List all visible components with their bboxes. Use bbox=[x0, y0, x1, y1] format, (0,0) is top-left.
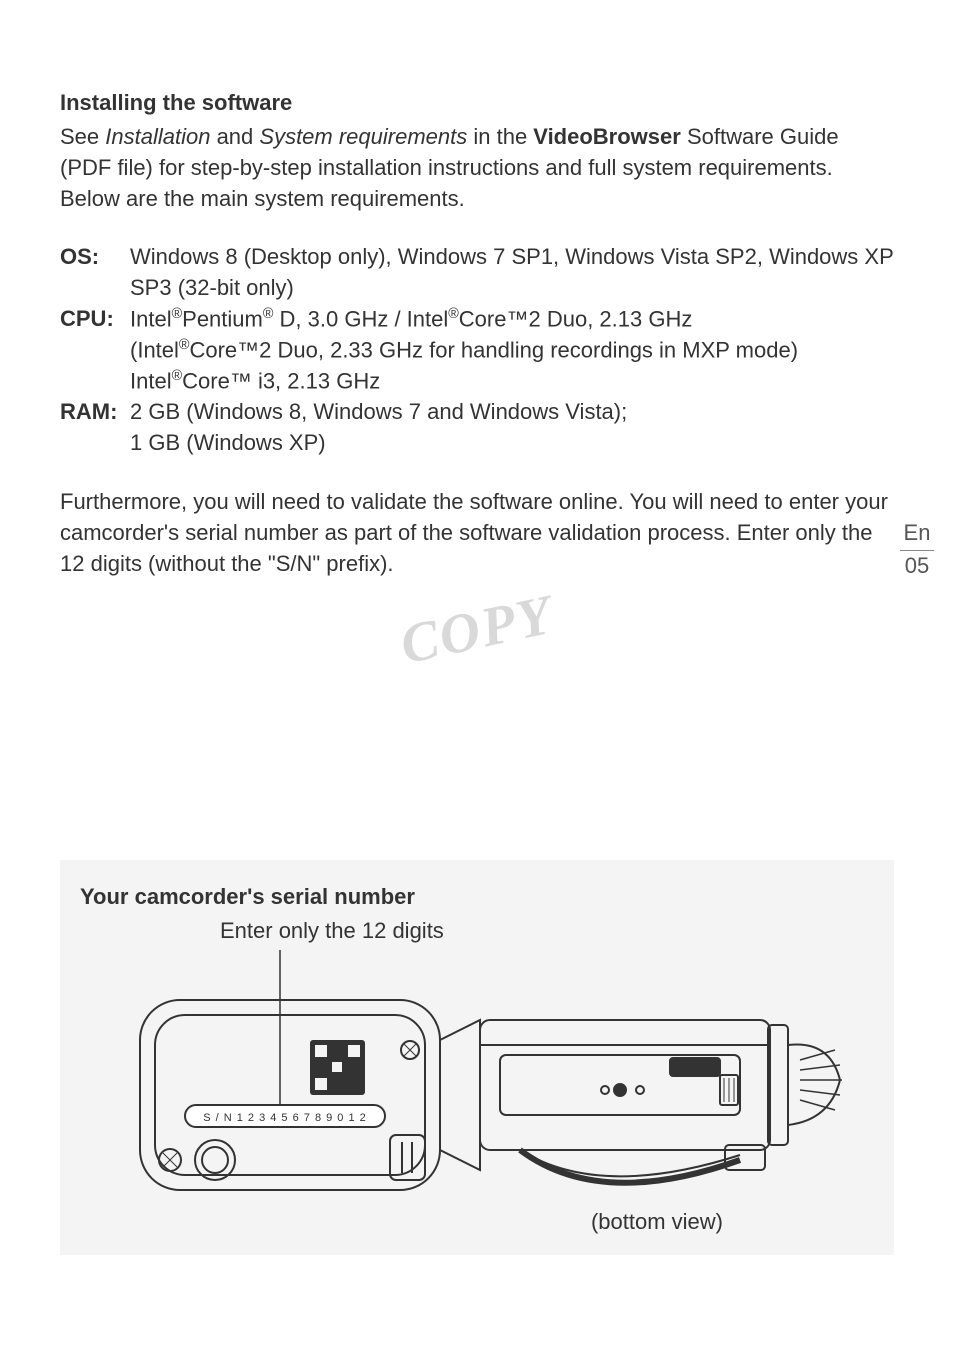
cpu-l3b: Core™ i3, 2.13 GHz bbox=[182, 369, 380, 394]
section-heading: Installing the software bbox=[60, 90, 894, 116]
cpu-l1c: D, 3.0 GHz / Intel bbox=[273, 306, 448, 331]
spec-os-value: Windows 8 (Desktop only), Windows 7 SP1,… bbox=[130, 242, 894, 304]
cpu-l1d: Core™2 Duo, 2.13 GHz bbox=[459, 306, 693, 331]
serial-number-figure: Your camcorder's serial number Enter onl… bbox=[60, 860, 894, 1255]
reg-icon: ® bbox=[172, 368, 183, 384]
intro-mid2: in the bbox=[467, 124, 533, 149]
serial-number-text: S / N 1 2 3 4 5 6 7 8 9 0 1 2 bbox=[203, 1112, 367, 1124]
figure-title: Your camcorder's serial number bbox=[80, 884, 874, 910]
cpu-l3a: Intel bbox=[130, 369, 172, 394]
figure-subtitle: Enter only the 12 digits bbox=[220, 918, 874, 944]
cpu-l2a: (Intel bbox=[130, 337, 179, 362]
page-number: 05 bbox=[900, 553, 934, 579]
cpu-l2b: Core™2 Duo, 2.33 GHz for handling record… bbox=[189, 337, 798, 362]
copy-watermark: COPY bbox=[395, 583, 559, 678]
manual-page: Installing the software See Installation… bbox=[0, 0, 954, 1345]
system-requirements: OS: Windows 8 (Desktop only), Windows 7 … bbox=[60, 242, 894, 459]
spec-os: OS: Windows 8 (Desktop only), Windows 7 … bbox=[60, 242, 894, 304]
language-code: En bbox=[900, 520, 934, 548]
intro-mid1: and bbox=[210, 124, 259, 149]
cpu-l1a: Intel bbox=[130, 306, 172, 331]
reg-icon: ® bbox=[263, 306, 274, 322]
validation-paragraph: Furthermore, you will need to validate t… bbox=[60, 487, 894, 579]
side-divider bbox=[900, 550, 934, 551]
spec-os-label: OS: bbox=[60, 242, 130, 304]
intro-paragraph: See Installation and System requirements… bbox=[60, 122, 894, 214]
intro-bold: VideoBrowser bbox=[533, 124, 681, 149]
spec-ram: RAM: 2 GB (Windows 8, Windows 7 and Wind… bbox=[60, 397, 894, 459]
cpu-l1b: Pentium bbox=[182, 306, 263, 331]
spec-cpu-label: CPU: bbox=[60, 304, 130, 397]
reg-icon: ® bbox=[179, 337, 190, 353]
spec-ram-value: 2 GB (Windows 8, Windows 7 and Windows V… bbox=[130, 397, 894, 459]
camcorder-illustration: S / N 1 2 3 4 5 6 7 8 9 0 1 2 bbox=[80, 950, 874, 1215]
intro-italic-2: System requirements bbox=[259, 124, 467, 149]
reg-icon: ® bbox=[448, 306, 459, 322]
reg-icon: ® bbox=[172, 306, 183, 322]
intro-prefix: See bbox=[60, 124, 105, 149]
spec-cpu: CPU: Intel®Pentium® D, 3.0 GHz / Intel®C… bbox=[60, 304, 894, 397]
page-side-tab: En 05 bbox=[900, 520, 934, 579]
spec-ram-label: RAM: bbox=[60, 397, 130, 459]
intro-italic-1: Installation bbox=[105, 124, 210, 149]
spec-cpu-value: Intel®Pentium® D, 3.0 GHz / Intel®Core™2… bbox=[130, 304, 894, 397]
